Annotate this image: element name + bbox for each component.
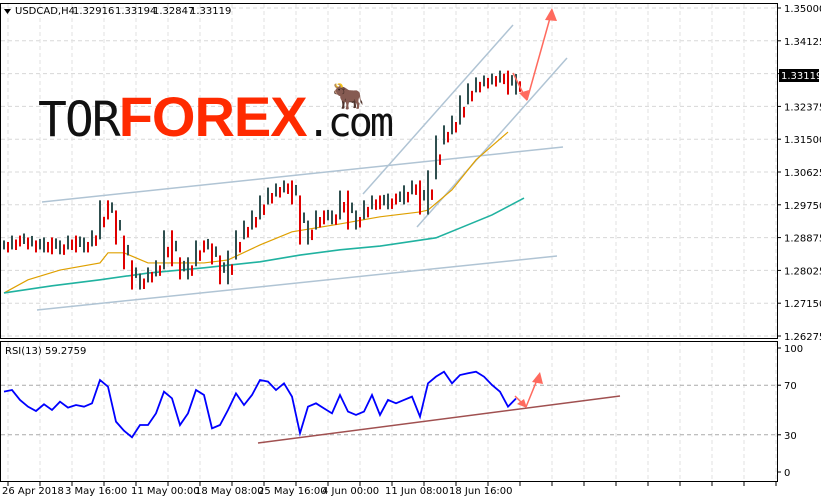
time-tick-label: 11 Jun 08:00 xyxy=(385,486,449,497)
channel-upper-line[interactable] xyxy=(41,146,564,203)
arrow-up-head-icon xyxy=(545,8,557,21)
channel-lower-line[interactable] xyxy=(36,255,558,311)
rsi-tick-label: 70 xyxy=(784,381,797,392)
trendlines[interactable] xyxy=(36,24,568,311)
rsi-arrow-up-line[interactable] xyxy=(525,379,538,408)
price-tick-label: 1.30625 xyxy=(784,168,821,179)
time-tick-label: 11 May 00:00 xyxy=(131,486,200,497)
price-tick-label: 1.28875 xyxy=(784,234,821,245)
price-tick-label: 1.29750 xyxy=(784,201,821,212)
forecast-arrows[interactable] xyxy=(257,8,621,444)
triangle-down-icon[interactable] xyxy=(4,9,11,14)
logo-forex: FOREX xyxy=(118,85,308,148)
rsi-trendline[interactable] xyxy=(257,395,621,444)
moving-averages xyxy=(3,131,525,294)
rsi-tick-label: 30 xyxy=(784,431,797,442)
rsi-line xyxy=(3,370,517,439)
current-price-label: 1.33119 xyxy=(781,71,821,82)
steep-channel-upper-line[interactable] xyxy=(362,24,514,195)
rsi-arrow-up-head-icon xyxy=(532,372,543,384)
open-value: 1.32916 xyxy=(73,6,114,17)
price-tick-label: 1.35000 xyxy=(784,4,821,15)
main-pane-frame xyxy=(0,3,778,339)
time-tick-label: 4 Jun 00:00 xyxy=(322,486,379,497)
torforex-logo: TORFOREX.com xyxy=(38,84,394,149)
price-bars xyxy=(3,70,521,290)
price-tick-label: 1.26275 xyxy=(784,332,821,343)
high-value: 1.33194 xyxy=(115,6,156,17)
grid xyxy=(1,4,777,481)
time-tick-label: 18 Jun 16:00 xyxy=(449,486,513,497)
time-tick-label: 3 May 16:00 xyxy=(65,486,127,497)
price-tick-label: 1.28025 xyxy=(784,266,821,277)
logo-com: .com xyxy=(306,100,394,146)
price-tick-label: 1.31500 xyxy=(784,135,821,146)
bull-icon: 🐂 xyxy=(332,82,365,112)
rsi-tick-label: 100 xyxy=(784,344,803,355)
arrow-up-line[interactable] xyxy=(526,17,551,101)
current-price-box xyxy=(779,69,819,82)
price-tick-label: 1.34125 xyxy=(784,37,821,48)
logo-tor: TOR xyxy=(38,92,121,148)
symbol-label: USDCAD,H4 xyxy=(15,6,75,17)
ma-slow-line xyxy=(3,197,525,294)
axes: 1.35000 1.34125 1.32375 1.31500 1.30625 1.297… xyxy=(2,4,821,497)
rsi-label: RSI(13) 59.2759 xyxy=(5,346,86,357)
arrow-down-head-icon xyxy=(519,90,529,101)
price-tick-label: 1.27150 xyxy=(784,299,821,310)
low-value: 1.32847 xyxy=(153,6,194,17)
rsi-tick-label: 0 xyxy=(784,468,790,479)
time-tick-label: 18 May 08:00 xyxy=(195,486,264,497)
rsi-arrow-down-head-icon xyxy=(517,399,527,408)
rsi-series-line xyxy=(3,370,517,439)
time-tick-label: 26 Apr 2018 xyxy=(2,486,64,497)
time-tick-label: 25 May 16:00 xyxy=(258,486,327,497)
ma-fast-line xyxy=(3,131,509,294)
rsi-pane-frame xyxy=(0,341,778,482)
close-value: 1.33119 xyxy=(190,6,231,17)
price-tick-label: 1.32375 xyxy=(784,102,821,113)
